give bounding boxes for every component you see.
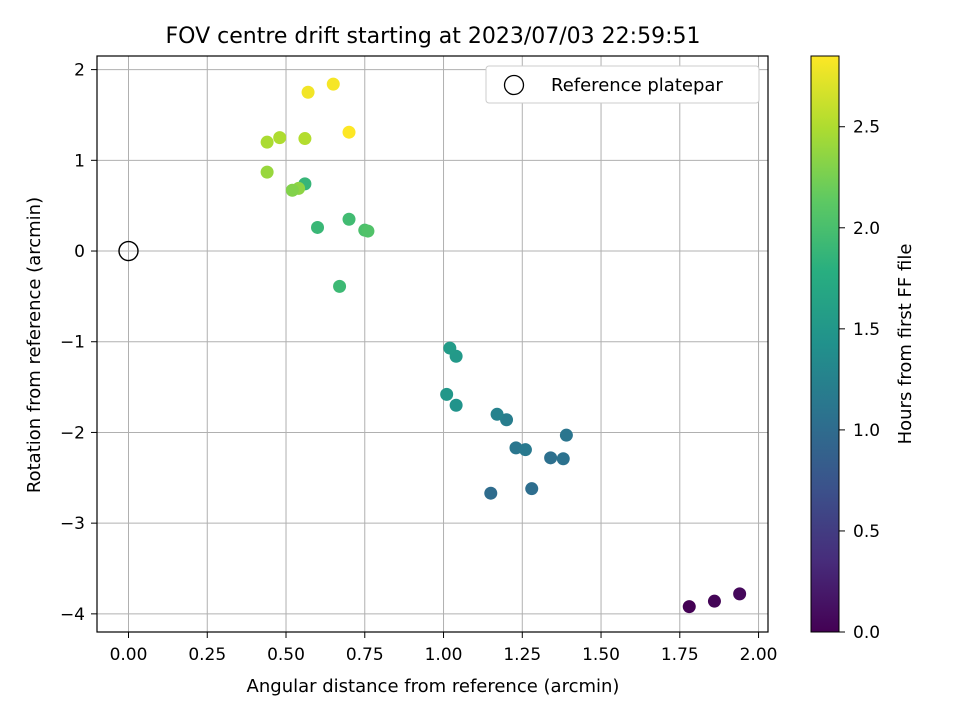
data-point — [342, 125, 356, 139]
colorbar-tick-label: 2.0 — [853, 219, 880, 239]
data-point — [490, 407, 504, 421]
data-point — [440, 387, 454, 401]
legend-reference-marker — [503, 74, 525, 96]
y-tick-label: −4 — [60, 605, 85, 625]
colorbar-tick-label: 0.5 — [853, 522, 880, 542]
colorbar: 0.0 0.5 1.0 1.5 2.0 2.5 Hours from first FF f… — [810, 55, 916, 643]
data-point — [298, 132, 312, 146]
reference-marker — [118, 240, 139, 262]
x-axis-ticks: 0.00 0.25 0.50 0.75 1.00 1.25 1.50 1.75 2.00 — [110, 632, 778, 665]
x-tick-label: 0.50 — [267, 645, 305, 665]
y-axis-ticks: −4 −3 −2 −1 0 1 2 — [60, 61, 97, 625]
data-point — [682, 600, 696, 614]
data-point — [285, 183, 299, 197]
colorbar-tick-label: 1.5 — [853, 320, 880, 340]
legend-label-reference-platepar: Reference platepar — [551, 75, 723, 96]
colorbar-tick-label: 1.0 — [853, 421, 880, 441]
data-points — [260, 77, 747, 614]
legend-box — [485, 65, 760, 104]
data-point — [326, 77, 340, 91]
x-axis-title: Angular distance from reference (arcmin) — [247, 676, 620, 697]
data-point — [556, 452, 570, 466]
data-point — [361, 224, 375, 238]
data-point — [525, 482, 539, 496]
x-tick-label: 0.75 — [346, 645, 384, 665]
data-point — [443, 341, 457, 355]
legend: Reference platepar — [485, 65, 760, 104]
data-point — [707, 594, 721, 608]
x-tick-label: 1.50 — [582, 645, 620, 665]
colorbar-tick-label: 0.0 — [853, 623, 880, 643]
data-point — [449, 398, 463, 412]
data-point — [260, 135, 274, 149]
data-point — [301, 85, 315, 99]
data-point — [733, 587, 747, 601]
data-point — [559, 428, 573, 442]
x-tick-label: 2.00 — [740, 645, 778, 665]
y-tick-label: 1 — [74, 151, 85, 171]
data-point — [544, 451, 558, 465]
y-tick-label: −2 — [60, 423, 85, 443]
colorbar-tick-label: 2.5 — [853, 118, 880, 138]
y-axis-title: Rotation from reference (arcmin) — [24, 197, 45, 493]
x-tick-label: 0.25 — [188, 645, 226, 665]
y-tick-label: 2 — [74, 61, 85, 81]
y-tick-label: −3 — [60, 514, 85, 534]
colorbar-title: Hours from first FF file — [895, 244, 916, 445]
colorbar-bar — [810, 55, 840, 633]
plot-frame — [96, 55, 769, 633]
data-point — [518, 443, 532, 457]
data-point — [273, 131, 287, 145]
data-point — [260, 165, 274, 179]
x-tick-label: 1.75 — [661, 645, 699, 665]
data-point — [484, 486, 498, 500]
y-tick-label: 0 — [74, 242, 85, 262]
data-point — [333, 279, 347, 293]
y-tick-label: −1 — [60, 333, 85, 353]
x-tick-label: 1.00 — [425, 645, 463, 665]
chart-title: FOV centre drift starting at 2023/07/03 … — [166, 24, 701, 49]
data-point — [342, 212, 356, 226]
grid-lines — [97, 56, 768, 632]
data-point — [500, 413, 514, 427]
data-point — [311, 220, 325, 234]
reference-marker-layer — [118, 240, 139, 262]
x-tick-label: 1.25 — [503, 645, 541, 665]
x-tick-label: 0.00 — [110, 645, 148, 665]
colorbar-ticks: 0.0 0.5 1.0 1.5 2.0 2.5 — [839, 118, 880, 643]
